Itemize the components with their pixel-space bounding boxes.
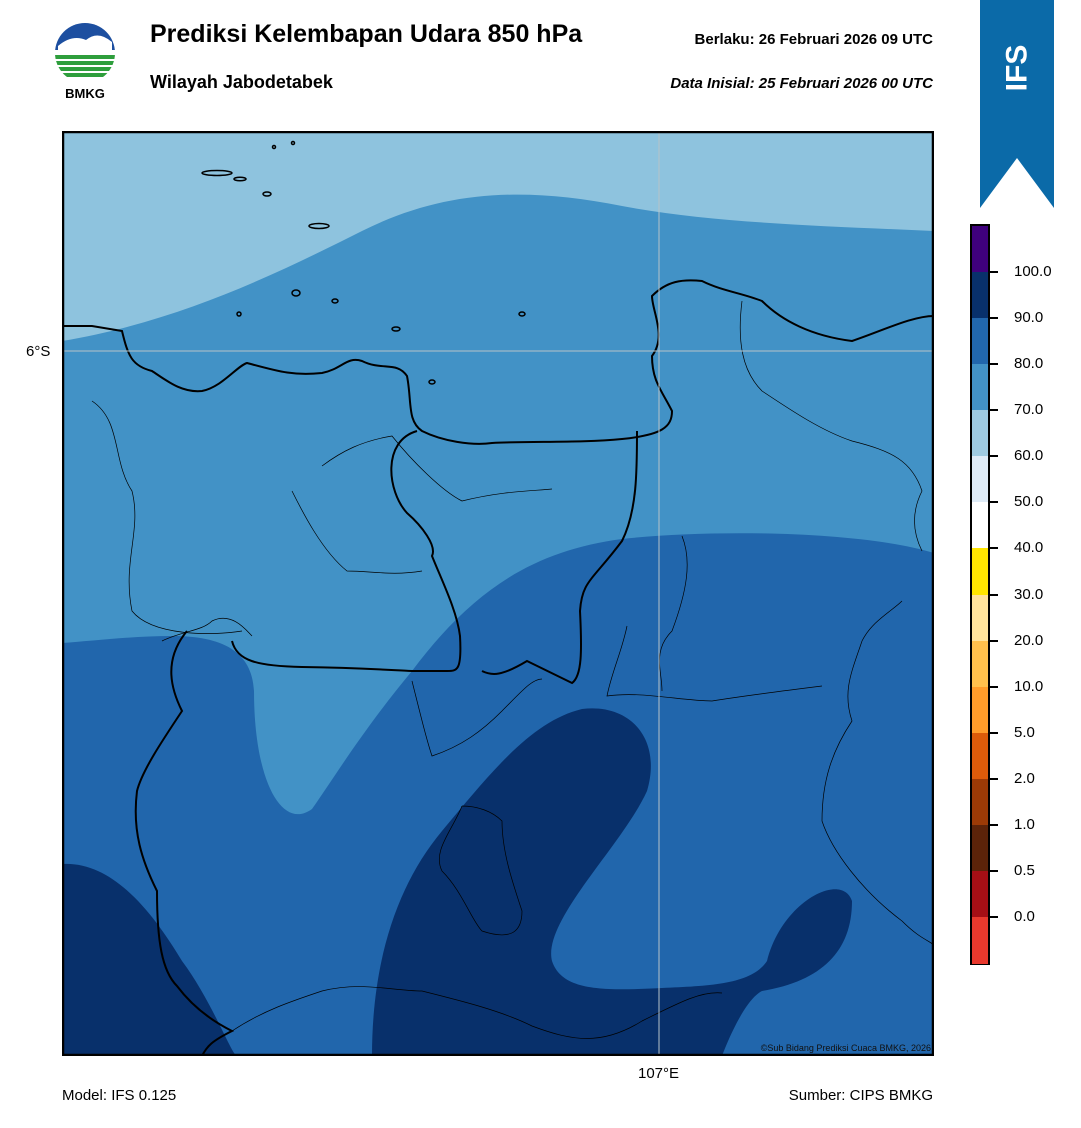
colorbar-tick-label: 2.0 [1014, 769, 1035, 787]
humidity-map [62, 131, 934, 1056]
model-label: Model: IFS 0.125 [62, 1087, 177, 1104]
colorbar-tick [990, 685, 998, 688]
colorbar-tick [990, 823, 998, 826]
colorbar-tick-label: 20.0 [1014, 631, 1044, 649]
island [331, 298, 339, 304]
logo-label: BMKG [65, 86, 105, 101]
regency-border [606, 625, 823, 702]
colorbar [970, 224, 990, 965]
colorbar-tick-label: 60.0 [1014, 447, 1044, 465]
bmkg-logo [55, 23, 115, 77]
colorbar-segment [972, 548, 988, 595]
colorbar-tick [990, 455, 998, 458]
field-90-100-east [372, 708, 852, 1056]
island [518, 311, 526, 317]
island [428, 379, 436, 385]
colorbar-tick-label: 30.0 [1014, 585, 1044, 603]
colorbar-segment [972, 364, 988, 411]
province-border [134, 630, 235, 1056]
model-ribbon [980, 0, 1054, 208]
colorbar-tick-label: 70.0 [1014, 401, 1044, 419]
colorbar-tick-label: 90.0 [1014, 309, 1044, 327]
colorbar-tick-label: 10.0 [1014, 677, 1044, 695]
island [233, 176, 247, 182]
colorbar-segment [972, 778, 988, 826]
island [391, 326, 401, 332]
colorbar-tick [990, 639, 998, 642]
regency-border [291, 490, 423, 574]
colorbar-tick-label: 40.0 [1014, 539, 1044, 557]
island [291, 289, 301, 297]
regency-border [321, 435, 553, 502]
colorbar-tick [990, 731, 998, 734]
island [308, 222, 330, 230]
colorbar-tick [990, 869, 998, 872]
regency-border [411, 678, 543, 757]
field-90-100-west [62, 863, 237, 1056]
colorbar-segment [972, 502, 988, 549]
valid-time: Berlaku: 26 Februari 2026 09 UTC [694, 31, 933, 48]
colorbar-segment [972, 824, 988, 872]
region-subtitle: Wilayah Jabodetabek [150, 72, 333, 92]
colorbar-tick-label: 50.0 [1014, 493, 1044, 511]
island [236, 311, 242, 317]
colorbar-segment [972, 686, 988, 734]
coastline [62, 279, 934, 445]
initial-data-time: Data Inisial: 25 Februari 2026 00 UTC [670, 75, 933, 92]
colorbar-tick [990, 317, 998, 320]
regency-border [161, 618, 253, 642]
colorbar-segment [972, 410, 988, 457]
regency-border [659, 535, 688, 692]
island [271, 144, 277, 150]
latitude-label: 6°S [26, 343, 51, 360]
island [201, 169, 233, 177]
colorbar-tick [990, 915, 998, 918]
colorbar-segment [972, 732, 988, 780]
ribbon-label: IFS [999, 44, 1033, 92]
regency-border [739, 300, 923, 552]
colorbar-segment [972, 640, 988, 688]
colorbar-tick-label: 100.0 [1014, 263, 1052, 281]
province-border [231, 430, 462, 672]
colorbar-tick-label: 80.0 [1014, 355, 1044, 373]
colorbar-segment [972, 226, 988, 273]
colorbar-segment [972, 318, 988, 365]
longitude-label: 107°E [638, 1065, 680, 1082]
colorbar-tick-label: 1.0 [1014, 815, 1035, 833]
island [262, 191, 272, 197]
colorbar-tick-label: 5.0 [1014, 723, 1035, 741]
colorbar-segment [972, 916, 988, 964]
colorbar-tick [990, 363, 998, 366]
colorbar-segment [972, 456, 988, 503]
colorbar-segment [972, 594, 988, 642]
colorbar-tick [990, 501, 998, 504]
colorbar-segment [972, 272, 988, 319]
source-label: Sumber: CIPS BMKG [788, 1087, 933, 1104]
colorbar-segment [972, 870, 988, 918]
colorbar-tick [990, 271, 998, 274]
colorbar-tick [990, 777, 998, 780]
colorbar-tick [990, 593, 998, 596]
regency-border [438, 805, 523, 936]
chart-title: Prediksi Kelembapan Udara 850 hPa [150, 20, 583, 48]
island [290, 140, 296, 146]
colorbar-tick [990, 409, 998, 412]
colorbar-tick-label: 0.5 [1014, 861, 1035, 879]
colorbar-tick [990, 547, 998, 550]
colorbar-tick-label: 0.0 [1014, 907, 1035, 925]
regency-border [821, 600, 934, 947]
regency-border [231, 986, 723, 1039]
province-border [481, 430, 638, 685]
map-credit: ©Sub Bidang Prediksi Cuaca BMKG, 2026 [760, 1043, 931, 1053]
